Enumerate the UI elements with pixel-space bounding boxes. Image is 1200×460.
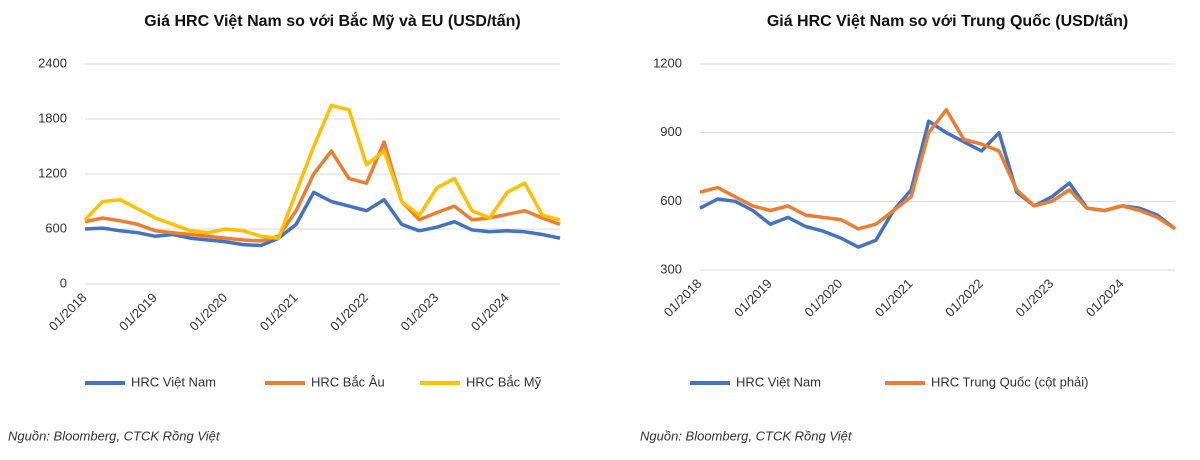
x-tick-label: 01/2020	[801, 276, 845, 320]
line-series	[699, 119, 1177, 249]
y-tick-label: 0	[60, 275, 67, 290]
chart: Giá HRC Việt Nam so với Trung Quốc (USD/…	[640, 13, 1177, 443]
line-series	[83, 103, 561, 240]
x-tick-label: 01/2024	[468, 290, 512, 334]
y-tick-label: 1800	[38, 110, 67, 125]
x-tick-label: 01/2023	[398, 290, 442, 334]
x-tick-label: 01/2022	[942, 276, 986, 320]
chart-title: Giá HRC Việt Nam so với Trung Quốc (USD/…	[767, 13, 1128, 30]
y-tick-label: 600	[660, 193, 682, 208]
chart-title: Giá HRC Việt Nam so với Bắc Mỹ và EU (US…	[144, 11, 521, 30]
x-tick-label: 01/2021	[872, 276, 916, 320]
legend-label: HRC Bắc Mỹ	[466, 374, 542, 389]
source-note: Nguồn: Bloomberg, CTCK Rồng Việt	[640, 428, 853, 443]
x-tick-label: 01/2024	[1083, 276, 1127, 320]
x-tick-label: 01/2018	[46, 290, 90, 334]
y-tick-label: 300	[660, 261, 682, 276]
legend-label: HRC Việt Nam	[131, 374, 216, 389]
x-tick-label: 01/2020	[186, 290, 230, 334]
x-tick-label: 01/2019	[116, 290, 160, 334]
line-series	[699, 108, 1176, 231]
y-tick-label: 2400	[38, 55, 67, 70]
legend-label: HRC Trung Quốc (cột phải)	[931, 374, 1089, 389]
x-tick-label: 01/2019	[731, 276, 775, 320]
legend-label: HRC Việt Nam	[736, 374, 821, 389]
y-tick-label: 1200	[38, 165, 67, 180]
x-tick-label: 01/2021	[257, 290, 301, 334]
y-tick-label: 1200	[653, 55, 682, 70]
x-tick-label: 01/2018	[661, 276, 705, 320]
source-note: Nguồn: Bloomberg, CTCK Rồng Việt	[8, 428, 221, 443]
x-tick-label: 01/2022	[327, 290, 371, 334]
line-series	[84, 190, 561, 248]
y-tick-label: 900	[660, 124, 682, 139]
line-series	[84, 140, 561, 243]
legend-label: HRC Bắc Âu	[311, 374, 385, 389]
y-tick-label: 600	[45, 220, 67, 235]
x-tick-label: 01/2023	[1013, 276, 1057, 320]
chart: Giá HRC Việt Nam so với Bắc Mỹ và EU (US…	[8, 11, 561, 443]
